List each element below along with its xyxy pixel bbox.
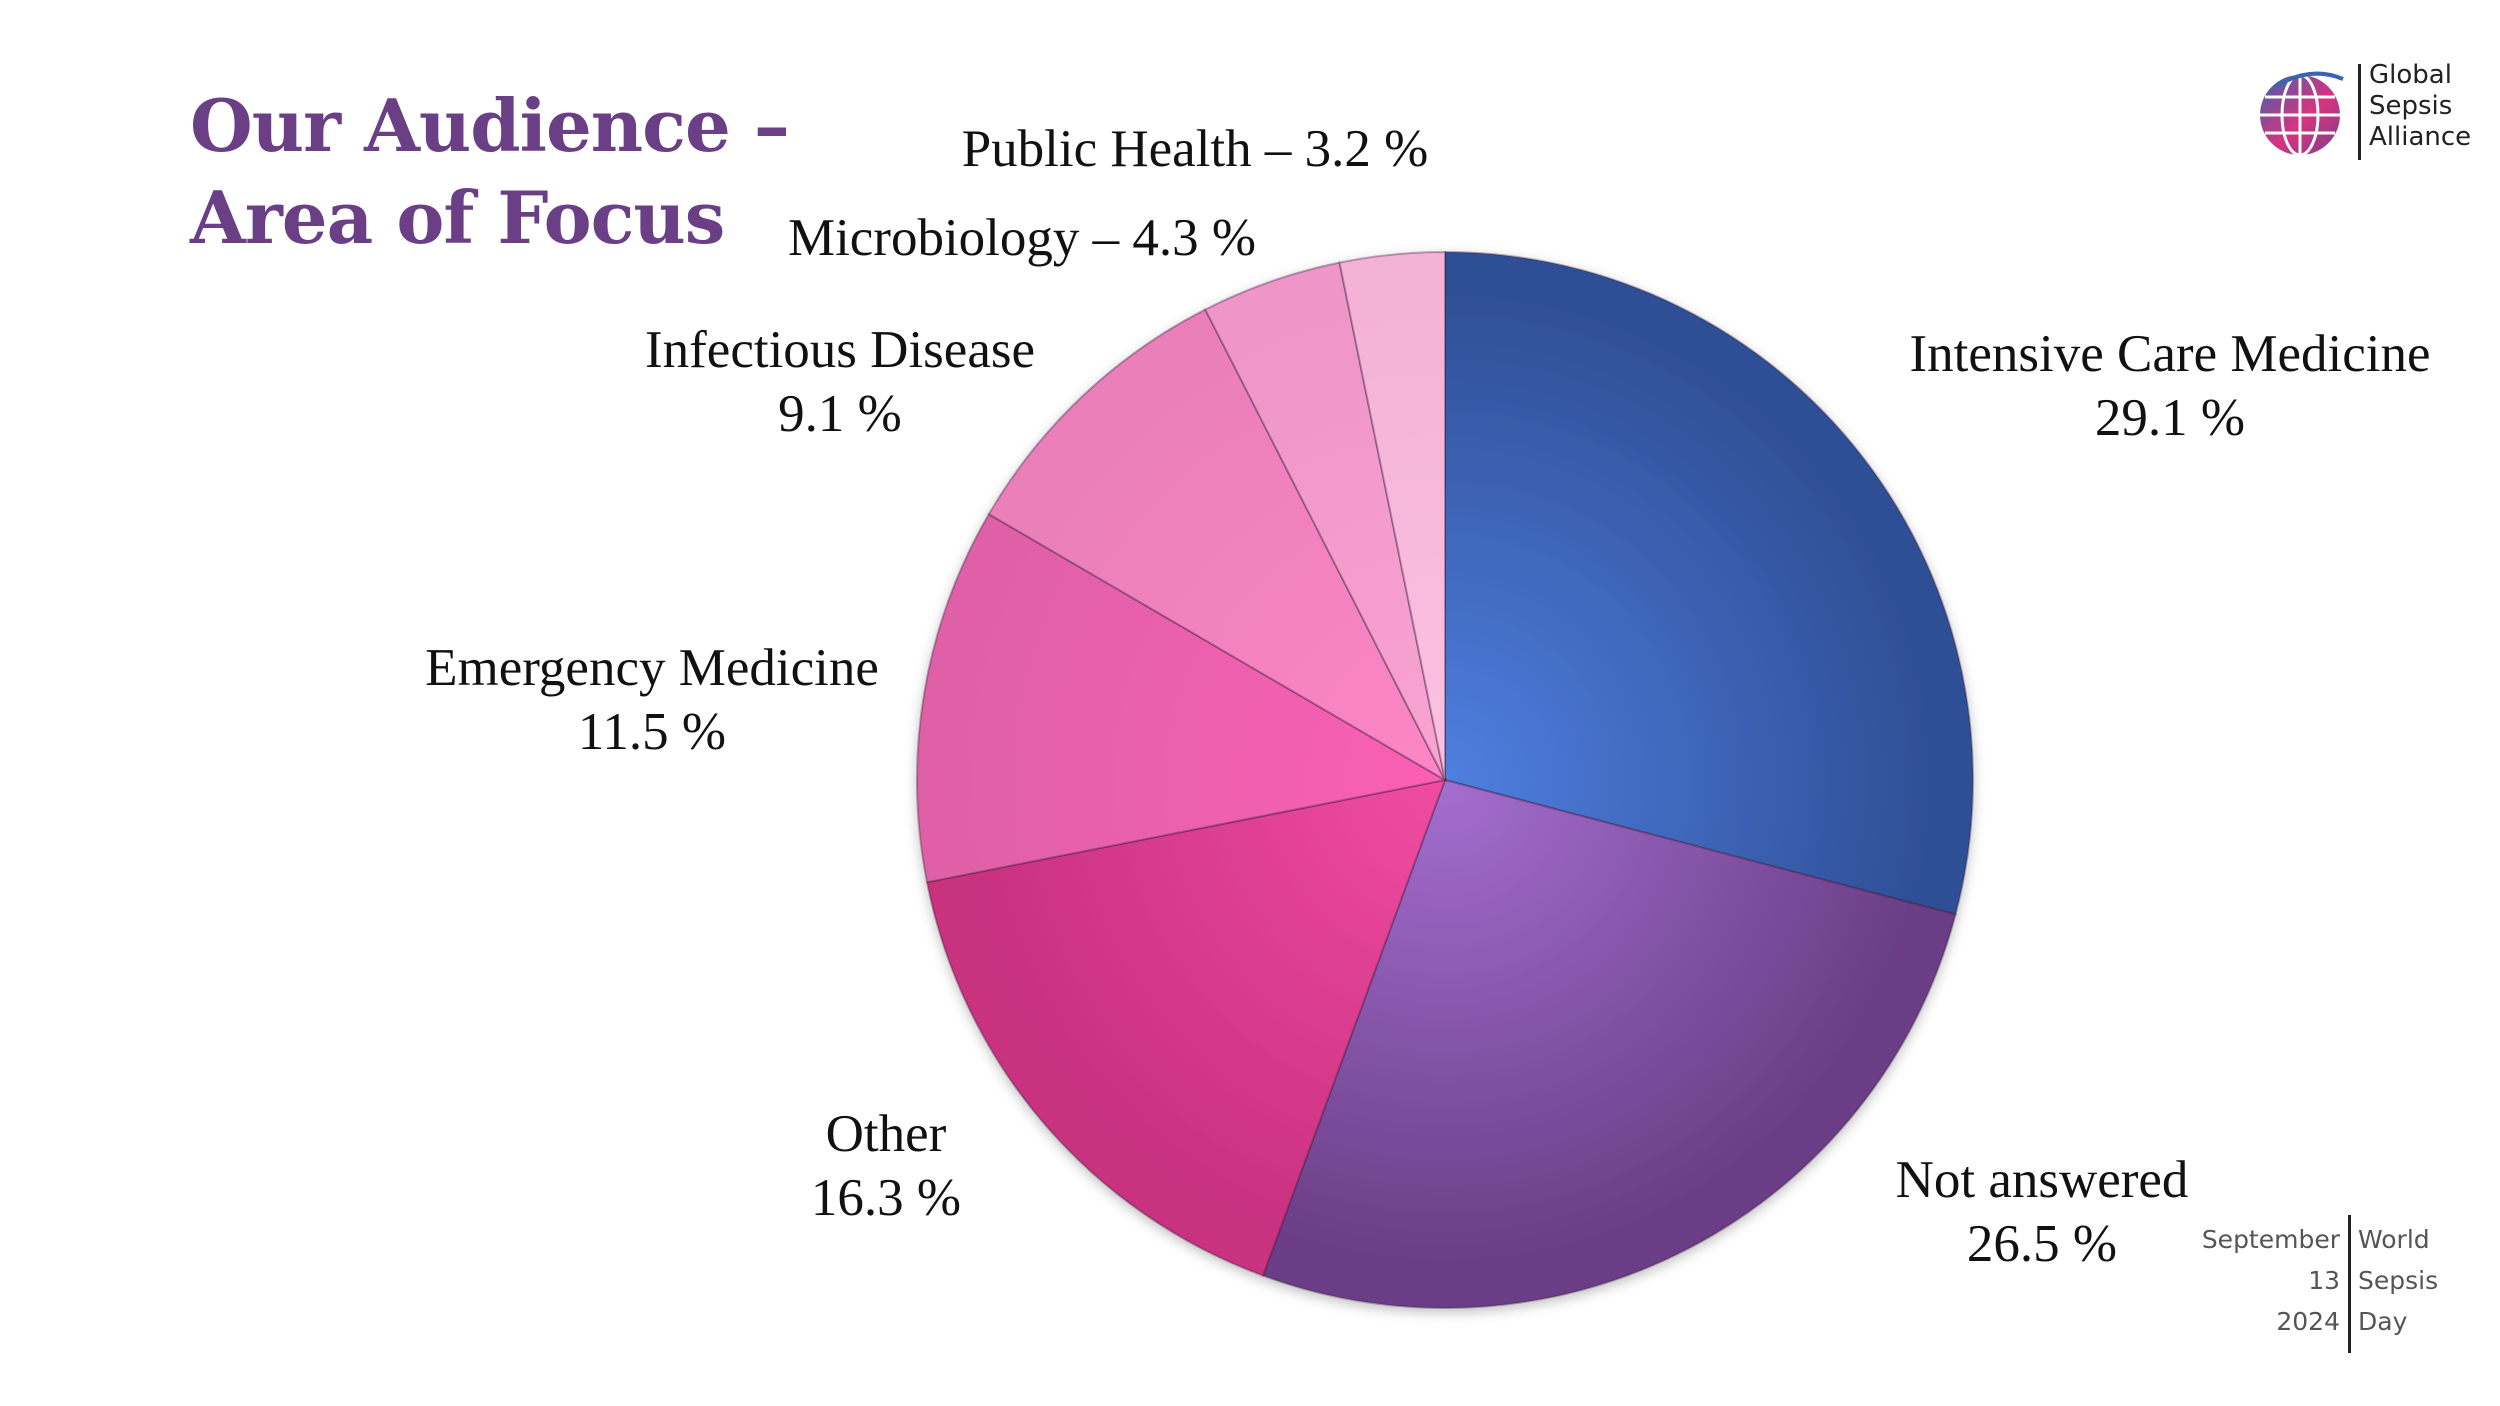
label-public-health: Public Health – 3.2 % [962, 117, 1429, 181]
pie-slice-infectious-disease [987, 308, 1448, 783]
label-other-value: 16.3 % [810, 1169, 962, 1227]
label-intensive-care-medicine: Intensive Care Medicine 29.1 % [1910, 322, 2431, 450]
label-other: Other 16.3 % [811, 1102, 961, 1230]
label-not-answered-value: 26.5 % [1966, 1215, 2118, 1273]
label-not-answered: Not answered 26.5 % [1896, 1148, 2189, 1276]
world-sepsis-day-badge: September 13 2024 World Sepsis Day [2202, 1215, 2475, 1355]
label-infectious-disease-name: Infectious Disease [645, 321, 1035, 379]
logo-line-3: Alliance [2369, 122, 2472, 152]
global-sepsis-alliance-logo: Global Sepsis Alliance [2255, 60, 2471, 165]
label-infectious-disease-value: 9.1 % [778, 385, 902, 443]
logo-divider [2358, 64, 2361, 160]
event-month: September [2201, 1225, 2340, 1254]
label-other-name: Other [825, 1105, 947, 1163]
event-name: World Sepsis Day [2358, 1219, 2438, 1342]
pie-slice-public-health [1338, 250, 1446, 781]
label-public-health-text: Public Health – 3.2 % [961, 120, 1429, 178]
pie-slice-emergency-medicine [916, 512, 1448, 884]
label-emergency-medicine: Emergency Medicine 11.5 % [425, 636, 879, 764]
event-word-2: Sepsis [2358, 1266, 2439, 1295]
event-divider [2348, 1215, 2351, 1353]
logo-line-2: Sepsis [2369, 91, 2453, 121]
label-microbiology-text: Microbiology – 4.3 % [787, 209, 1257, 267]
pie-slice-intensive-care-medicine [1444, 250, 1974, 916]
pie-slice-other [925, 778, 1447, 1277]
logo-line-1: Global [2369, 60, 2452, 90]
pie-slice-not-answered [1261, 778, 1957, 1309]
event-word-3: Day [2358, 1307, 2408, 1336]
label-intensive-care-medicine-value: 29.1 % [2094, 389, 2246, 447]
event-date: September 13 2024 [2202, 1219, 2340, 1342]
logo-wordmark: Global Sepsis Alliance [2369, 60, 2471, 153]
event-word-1: World [2358, 1225, 2430, 1254]
label-emergency-medicine-name: Emergency Medicine [425, 639, 879, 697]
label-not-answered-name: Not answered [1895, 1151, 2189, 1209]
label-infectious-disease: Infectious Disease 9.1 % [645, 318, 1035, 446]
event-day: 13 [2308, 1266, 2340, 1295]
label-emergency-medicine-value: 11.5 % [577, 703, 727, 761]
label-microbiology: Microbiology – 4.3 % [788, 206, 1256, 270]
slide-title: Our Audience – Area of Focus [190, 80, 790, 264]
event-year: 2024 [2276, 1307, 2340, 1336]
globe-logo-icon [2260, 71, 2344, 157]
slide-title-line-1: Our Audience – [190, 83, 790, 168]
slide-title-line-2: Area of Focus [190, 175, 725, 260]
label-intensive-care-medicine-name: Intensive Care Medicine [1909, 325, 2431, 383]
